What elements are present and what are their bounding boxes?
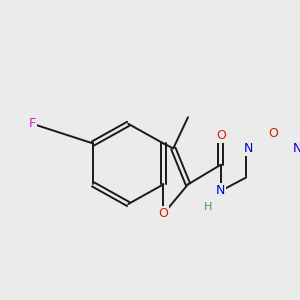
Text: O: O: [268, 127, 278, 140]
Text: H: H: [203, 202, 212, 212]
Text: O: O: [216, 129, 226, 142]
Text: N: N: [216, 184, 225, 197]
Text: N: N: [293, 142, 300, 155]
Text: N: N: [244, 142, 253, 155]
Text: F: F: [29, 117, 36, 130]
Text: O: O: [158, 207, 168, 220]
